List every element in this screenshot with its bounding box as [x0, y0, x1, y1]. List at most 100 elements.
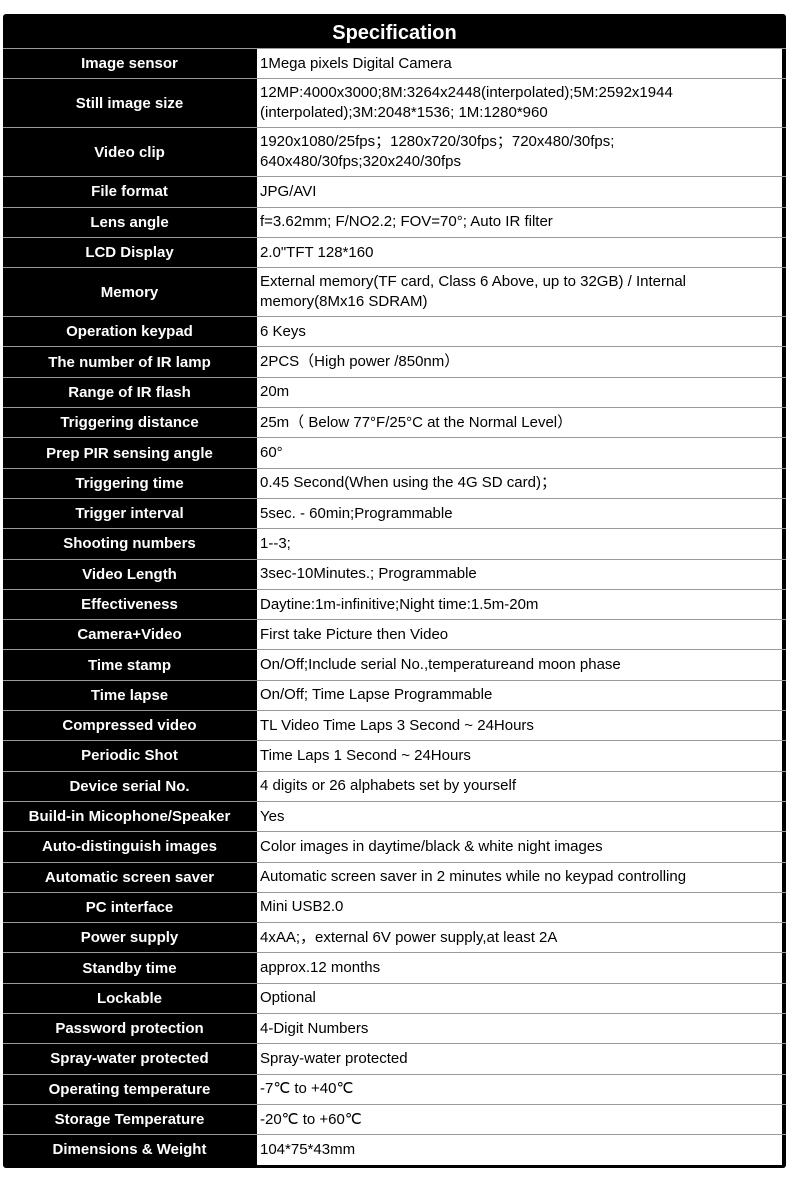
- spec-value: 4-Digit Numbers: [256, 1014, 782, 1044]
- spec-value: TL Video Time Laps 3 Second ~ 24Hours: [256, 711, 782, 741]
- spec-value: 6 Keys: [256, 317, 782, 347]
- spec-value: 0.45 Second(When using the 4G SD card)；: [256, 468, 782, 498]
- spec-value: Time Laps 1 Second ~ 24Hours: [256, 741, 782, 771]
- spec-label: Trigger interval: [75, 505, 184, 523]
- spec-label: Video clip: [94, 143, 165, 161]
- spec-value: 5sec. - 60min;Programmable: [256, 498, 782, 529]
- spec-rows: Image sensor 1Mega pixels Digital Camera S…: [3, 48, 786, 1165]
- spec-value: JPG/AVI: [256, 177, 782, 207]
- spec-label: Lens angle: [90, 213, 169, 231]
- spec-label: Auto-distinguish images: [41, 838, 217, 856]
- spec-value: 12MP:4000x3000;8M:3264x2448(interpolated…: [256, 79, 782, 128]
- table-row: Triggering time 0.45 Second(When using th…: [3, 467, 786, 498]
- spec-value: 1920x1080/25fps；1280x720/30fps；720x480/3…: [256, 128, 782, 177]
- spec-label: Compressed video: [62, 717, 197, 735]
- spec-value: 20m: [256, 377, 782, 408]
- spec-label: Memory: [100, 283, 159, 301]
- spec-value: Automatic screen saver in 2 minutes whil…: [256, 862, 782, 892]
- spec-label: Lockable: [96, 989, 163, 1007]
- table-row: Lockable Optional: [3, 982, 786, 1014]
- table-row: Shooting numbers 1--3;: [3, 528, 786, 559]
- spec-label: Shooting numbers: [63, 535, 196, 553]
- table-row: Still image size 12MP:4000x3000;8M:3264x2…: [3, 78, 786, 128]
- table-row: Time lapse On/Off; Time Lapse Programmabl…: [3, 679, 786, 711]
- spec-label: File format: [91, 183, 168, 201]
- spec-label: Effectiveness: [81, 596, 178, 613]
- table-row: File format JPG/AVI: [3, 176, 786, 207]
- spec-label: The number of IR lamp: [48, 353, 211, 371]
- spec-label: Operating temperature: [48, 1080, 211, 1098]
- spec-label: Still image size: [75, 94, 184, 112]
- spec-label: Automatic screen saver: [44, 868, 215, 886]
- spec-value: First take Picture then Video: [256, 620, 782, 650]
- spec-value: Daytine:1m-infinitive;Night time:1.5m-20…: [256, 589, 782, 620]
- table-title: Specification: [332, 22, 457, 44]
- table-row: Image sensor 1Mega pixels Digital Camera: [3, 48, 786, 79]
- spec-label: Password protection: [55, 1020, 204, 1038]
- spec-label: Power supply: [80, 929, 179, 947]
- table-row: Device serial No. 4 digits or 26 alphabet…: [3, 770, 786, 801]
- spec-value: approx.12 months: [256, 953, 782, 983]
- spec-label: Storage Temperature: [54, 1111, 205, 1129]
- spec-label: Operation keypad: [66, 323, 193, 341]
- spec-label: Triggering time: [75, 474, 184, 492]
- spec-label: Spray-water protected: [50, 1050, 209, 1068]
- spec-label: Time stamp: [87, 656, 172, 674]
- specification-table: Specification Image sensor 1Mega pixels D…: [3, 14, 786, 1168]
- spec-label: Prep PIR sensing angle: [46, 444, 213, 462]
- table-row: Standby time approx.12 months: [3, 952, 786, 983]
- table-row: Dimensions & Weight 104*75*43mm: [3, 1134, 786, 1165]
- table-row: Auto-distinguish images Color images in d…: [3, 831, 786, 862]
- spec-value: On/Off; Time Lapse Programmable: [256, 680, 782, 711]
- spec-label: Video Length: [82, 565, 177, 583]
- table-row: Power supply 4xAA;，external 6V power supp…: [3, 922, 786, 953]
- spec-value: -20℃ to +60℃: [256, 1104, 782, 1135]
- spec-value: Color images in daytime/black & white ni…: [256, 832, 782, 862]
- spec-label: Camera+Video: [77, 626, 182, 644]
- table-row: Time stamp On/Off;Include serial No.,temp…: [3, 649, 786, 680]
- spec-label: Device serial No.: [69, 777, 190, 795]
- table-row: The number of IR lamp 2PCS（High power /85…: [3, 346, 786, 377]
- table-row: Lens angle f=3.62mm; F/NO2.2; FOV=70°; Au…: [3, 206, 786, 237]
- spec-value: 4xAA;，external 6V power supply,at least …: [256, 923, 782, 953]
- spec-value: Yes: [256, 801, 782, 832]
- spec-label: Build-in Micophone/Speaker: [28, 808, 231, 826]
- spec-label: Image sensor: [81, 55, 178, 73]
- table-row: Build-in Micophone/Speaker Yes: [3, 800, 786, 832]
- table-row: Storage Temperature -20℃ to +60℃: [3, 1103, 786, 1135]
- spec-value: 25m（ Below 77°F/25°C at the Normal Level…: [256, 408, 782, 438]
- spec-value: f=3.62mm; F/NO2.2; FOV=70°; Auto IR filt…: [256, 207, 782, 237]
- table-row: Video Length 3sec-10Minutes.; Programmabl…: [3, 558, 786, 589]
- table-row: Operation keypad 6 Keys: [3, 316, 786, 347]
- spec-value: 4 digits or 26 alphabets set by yourself: [256, 771, 782, 801]
- spec-value: 2PCS（High power /850nm）: [256, 347, 782, 377]
- table-row: Trigger interval 5sec. - 60min;Programmab…: [3, 497, 786, 529]
- spec-label: Periodic Shot: [81, 747, 178, 765]
- spec-label: Range of IR flash: [68, 383, 191, 401]
- spec-label: Dimensions & Weight: [52, 1141, 207, 1159]
- spec-label: Time lapse: [90, 686, 169, 704]
- spec-value: 3sec-10Minutes.; Programmable: [256, 559, 782, 589]
- spec-value: 1Mega pixels Digital Camera: [256, 49, 782, 79]
- table-row: Camera+Video First take Picture then Vide…: [3, 619, 786, 650]
- spec-label: LCD Display: [85, 244, 174, 262]
- spec-value: 1--3;: [256, 529, 782, 559]
- table-row: Triggering distance 25m（ Below 77°F/25°C …: [3, 407, 786, 438]
- table-row: Video clip 1920x1080/25fps；1280x720/30fps…: [3, 127, 786, 177]
- table-row: PC interface Mini USB2.0: [3, 891, 786, 923]
- table-row: LCD Display 2.0"TFT 128*160: [3, 236, 786, 268]
- table-row: Prep PIR sensing angle 60°: [3, 437, 786, 468]
- table-row: Password protection 4-Digit Numbers: [3, 1013, 786, 1044]
- table-row: Operating temperature -7℃ to +40℃: [3, 1073, 786, 1104]
- spec-value: 60°: [256, 438, 782, 468]
- spec-value: 104*75*43mm: [256, 1135, 782, 1165]
- spec-value: External memory(TF card, Class 6 Above, …: [256, 268, 782, 317]
- spec-value: On/Off;Include serial No.,temperatureand…: [256, 650, 782, 680]
- spec-label: Triggering distance: [60, 414, 199, 432]
- spec-value: 2.0"TFT 128*160: [256, 237, 782, 268]
- spec-value: Mini USB2.0: [256, 892, 782, 923]
- table-row: Memory External memory(TF card, Class 6 A…: [3, 267, 786, 317]
- spec-value: Spray-water protected: [256, 1044, 782, 1074]
- table-row: Range of IR flash 20m: [3, 376, 786, 408]
- table-row: Automatic screen saver Automatic screen s…: [3, 861, 786, 892]
